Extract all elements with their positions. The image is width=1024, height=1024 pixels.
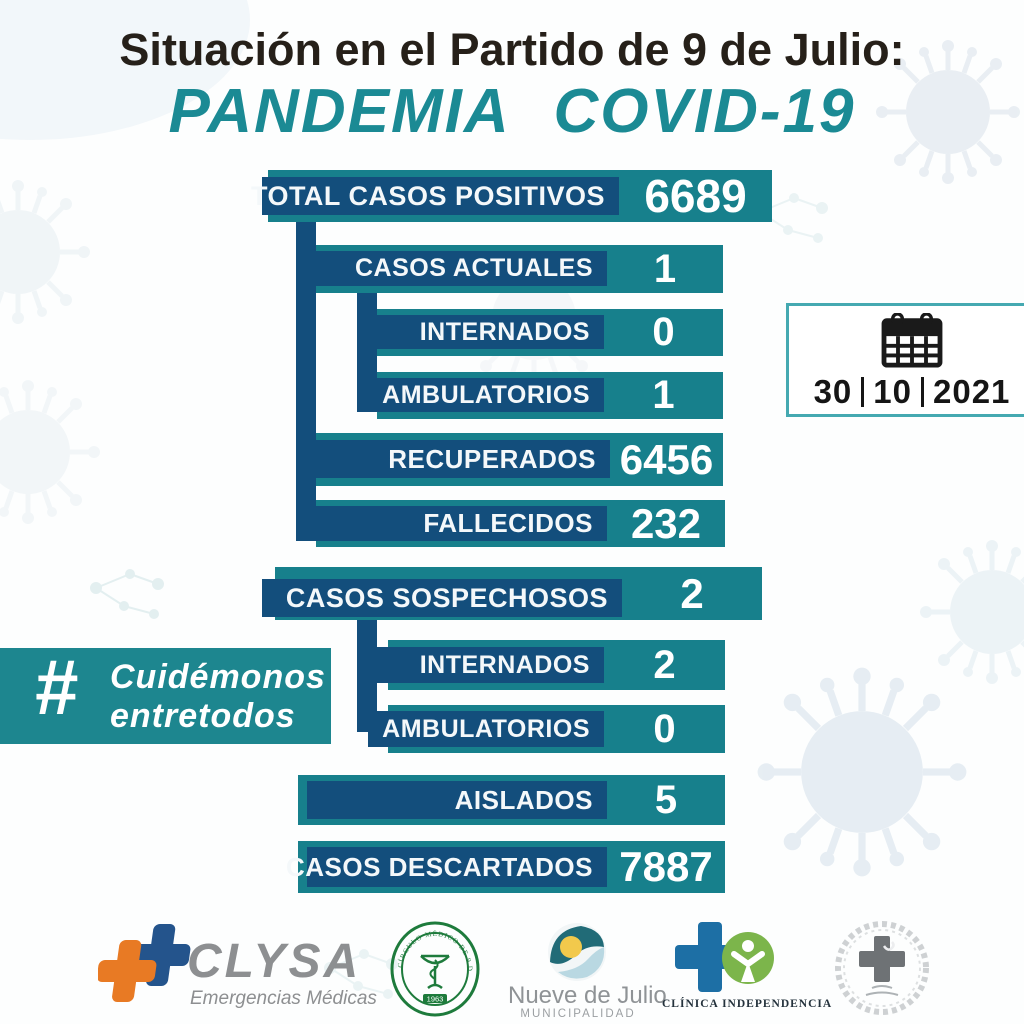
stat-value-sospechosos: 2: [680, 569, 704, 617]
clinica-logo-name: CLÍNICA INDEPENDENCIA: [662, 998, 833, 1010]
date-month: 10: [873, 373, 912, 410]
stat-label-text: AMBULATORIOS: [382, 380, 590, 409]
date-day: 30: [813, 373, 853, 410]
stat-label-total-positivos: TOTAL CASOS POSITIVOS: [251, 177, 619, 215]
stat-label-text: INTERNADOS: [419, 650, 590, 679]
stat-label-internados-sospechosos: INTERNADOS: [368, 647, 604, 683]
stat-label-text: CASOS SOSPECHOSOS: [285, 582, 608, 613]
stat-value-descartados: 7887: [619, 843, 713, 890]
stat-label-internados-actuales: INTERNADOS: [357, 315, 604, 349]
stat-value-fallecidos: 232: [630, 499, 702, 547]
circulo-ring-text: CÍRCULO MÉDICO DE 9 DE JULIO: [388, 920, 473, 972]
stat-label-text: CASOS ACTUALES: [354, 254, 593, 282]
stat-label-casos-actuales: CASOS ACTUALES: [296, 251, 607, 286]
stat-value-ambulatorios-actuales: 1: [652, 373, 675, 417]
date-separator: [921, 377, 924, 407]
circulo-year-text: 1963: [427, 995, 444, 1004]
stat-label-aislados: AISLADOS: [307, 781, 607, 819]
stat-label-ambulatorios-actuales: AMBULATORIOS: [357, 378, 604, 412]
stat-label-text: RECUPERADOS: [388, 443, 596, 474]
stat-label-text: INTERNADOS: [419, 317, 590, 346]
svg-text:CÍRCULO MÉDICO DE 9 DE JULIO: CÍRCULO MÉDICO DE 9 DE JULIO: [388, 920, 474, 972]
connector-sospechosos-group: [357, 614, 377, 732]
circulo-medico-logo: CÍRCULO MÉDICO DE 9 DE JULIO 1963: [388, 920, 480, 1017]
stat-value-total-positivos: 6689: [644, 170, 747, 222]
stat-label-sospechosos: CASOS SOSPECHOSOS: [262, 579, 622, 617]
clinica-independencia-icon: [675, 922, 774, 992]
clysa-logo-name: CLYSA: [187, 935, 362, 988]
stat-label-ambulatorios-sospechosos: AMBULATORIOS: [368, 711, 604, 747]
stat-label-recuperados: RECUPERADOS: [296, 440, 610, 478]
stat-label-text: TOTAL CASOS POSITIVOS: [250, 180, 605, 211]
stat-label-descartados: CASOS DESCARTADOS: [286, 847, 607, 887]
stat-label-fallecidos: FALLECIDOS: [296, 506, 607, 541]
date-year: 2021: [933, 373, 1011, 410]
medical-stamp-logo: [835, 921, 929, 1015]
date-value: 30 10 2021: [814, 373, 1011, 411]
hashtag-line2: entretodos: [110, 697, 296, 735]
hashtag-banner: # Cuidémonos entretodos: [0, 643, 331, 744]
stat-label-text: AMBULATORIOS: [382, 714, 590, 743]
stat-label-text: AISLADOS: [454, 784, 593, 815]
municipalidad-logo-sub: MUNICIPALIDAD: [520, 1008, 636, 1020]
date-box: 30 10 2021: [786, 303, 1024, 417]
municipalidad-emblem-icon: [548, 923, 606, 981]
hashtag-symbol: #: [34, 643, 78, 731]
stat-value-aislados: 5: [654, 777, 678, 822]
clysa-cross-icon: [98, 924, 191, 1002]
page-subtitle: Situación en el Partido de 9 de Julio:: [119, 24, 905, 75]
calendar-icon: [881, 313, 943, 368]
date-separator: [861, 377, 865, 407]
clysa-logo-tagline: Emergencias Médicas: [190, 988, 377, 1009]
stat-label-text: FALLECIDOS: [423, 508, 593, 538]
hashtag-line1: Cuidémonos: [110, 658, 326, 696]
municipalidad-logo-name: Nueve de Julio: [508, 982, 667, 1009]
stat-value-casos-actuales: 1: [653, 246, 677, 291]
stat-value-internados-actuales: 0: [652, 310, 675, 354]
stat-value-ambulatorios-sospechosos: 0: [653, 706, 676, 751]
stat-label-text: CASOS DESCARTADOS: [285, 851, 593, 882]
stat-value-recuperados: 6456: [619, 435, 714, 483]
stat-value-internados-sospechosos: 2: [653, 642, 676, 687]
page-title: PANDEMIA COVID-19: [168, 77, 856, 146]
